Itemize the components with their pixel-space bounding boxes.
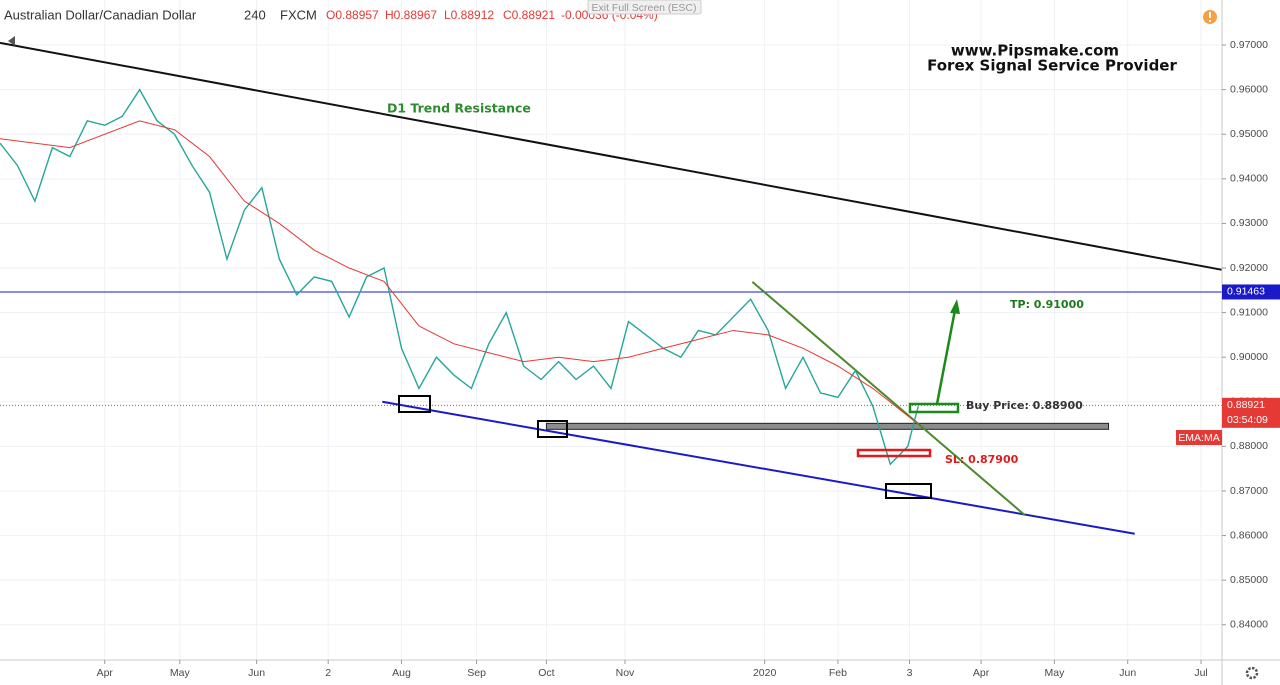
low: L0.88912 — [444, 8, 494, 22]
symbol: Australian Dollar/Canadian Dollar — [4, 7, 197, 22]
trend-line — [751, 281, 1026, 516]
high: H0.88967 — [385, 8, 437, 22]
y-tick-label: 0.86000 — [1230, 529, 1268, 541]
open: O0.88957 — [326, 8, 379, 22]
x-tick-label: May — [1044, 667, 1065, 679]
series-line — [0, 88, 919, 466]
y-tick-label: 0.96000 — [1230, 83, 1268, 95]
annotation: TP: 0.91000 — [1010, 298, 1084, 311]
settings-icon[interactable] — [1245, 666, 1259, 680]
legend-box — [1176, 430, 1222, 445]
interval: 240 — [244, 7, 266, 22]
buy-box — [908, 402, 960, 414]
watermark: www.Pipsmake.com — [951, 42, 1119, 60]
x-tick-label: 2 — [325, 667, 331, 679]
x-tick-label: 2020 — [753, 667, 777, 679]
trend-line — [382, 400, 1135, 535]
countdown: 03:54:09 — [1227, 414, 1268, 426]
y-tick-label: 0.92000 — [1230, 262, 1268, 274]
price-label-box — [1222, 397, 1280, 428]
y-tick-label: 0.97000 — [1230, 39, 1268, 51]
series-line — [0, 120, 919, 425]
y-tick-label: 0.84000 — [1230, 619, 1268, 631]
x-tick-label: Sep — [467, 667, 486, 679]
x-tick-label: Feb — [829, 667, 847, 679]
box — [885, 483, 932, 499]
x-tick-label: Apr — [97, 667, 114, 679]
y-tick-label: 0.90000 — [1230, 351, 1268, 363]
alert-mark — [1209, 20, 1211, 22]
box — [537, 420, 568, 438]
legend-label: EMA:MA — [1178, 432, 1219, 444]
x-tick-label: Oct — [538, 667, 554, 679]
y-tick-label: 0.94000 — [1230, 173, 1268, 185]
alert-mark — [1209, 12, 1211, 18]
x-tick-label: Jul — [1194, 667, 1207, 679]
y-tick-label: 0.91000 — [1230, 306, 1268, 318]
arrow-head — [950, 299, 960, 314]
x-tick-label: Jun — [248, 667, 265, 679]
collapse-icon[interactable] — [8, 36, 15, 46]
y-tick-label: 0.85000 — [1230, 574, 1268, 586]
x-tick-label: Apr — [973, 667, 990, 679]
support-zone — [545, 422, 1110, 430]
close: C0.88921 — [503, 8, 555, 22]
plot — [0, 41, 1223, 535]
price-label: 0.91463 — [1227, 286, 1265, 298]
price-label: 0.88921 — [1227, 399, 1265, 411]
source: FXCM — [280, 7, 317, 22]
watermark: Forex Signal Service Provider — [927, 57, 1177, 75]
annotation: SL: 0.87900 — [945, 453, 1019, 466]
exit-hint[interactable]: Exit Full Screen (ESC) — [591, 2, 696, 14]
trend-line — [0, 41, 1223, 271]
price-label-box — [1222, 284, 1280, 300]
x-tick-label: Jun — [1119, 667, 1136, 679]
annotation: Buy Price: 0.88900 — [966, 399, 1083, 412]
y-tick-label: 0.87000 — [1230, 485, 1268, 497]
tp-arrow — [935, 309, 957, 405]
sl-box — [856, 448, 932, 458]
box — [398, 395, 431, 413]
annotation: D1 Trend Resistance — [387, 101, 531, 116]
y-tick-label: 0.88000 — [1230, 440, 1268, 452]
axes: 0.97000 0.96000 0.95000 0.94000 0.93000 0.920… — [97, 39, 1280, 679]
x-tick-label: 3 — [907, 667, 913, 679]
y-tick-label: 0.95000 — [1230, 128, 1268, 140]
y-tick-label: 0.93000 — [1230, 217, 1268, 229]
x-tick-label: Aug — [392, 667, 411, 679]
grid — [0, 0, 1222, 660]
x-tick-label: Nov — [616, 667, 635, 679]
x-tick-label: May — [170, 667, 191, 679]
exit-button[interactable] — [587, 0, 702, 15]
